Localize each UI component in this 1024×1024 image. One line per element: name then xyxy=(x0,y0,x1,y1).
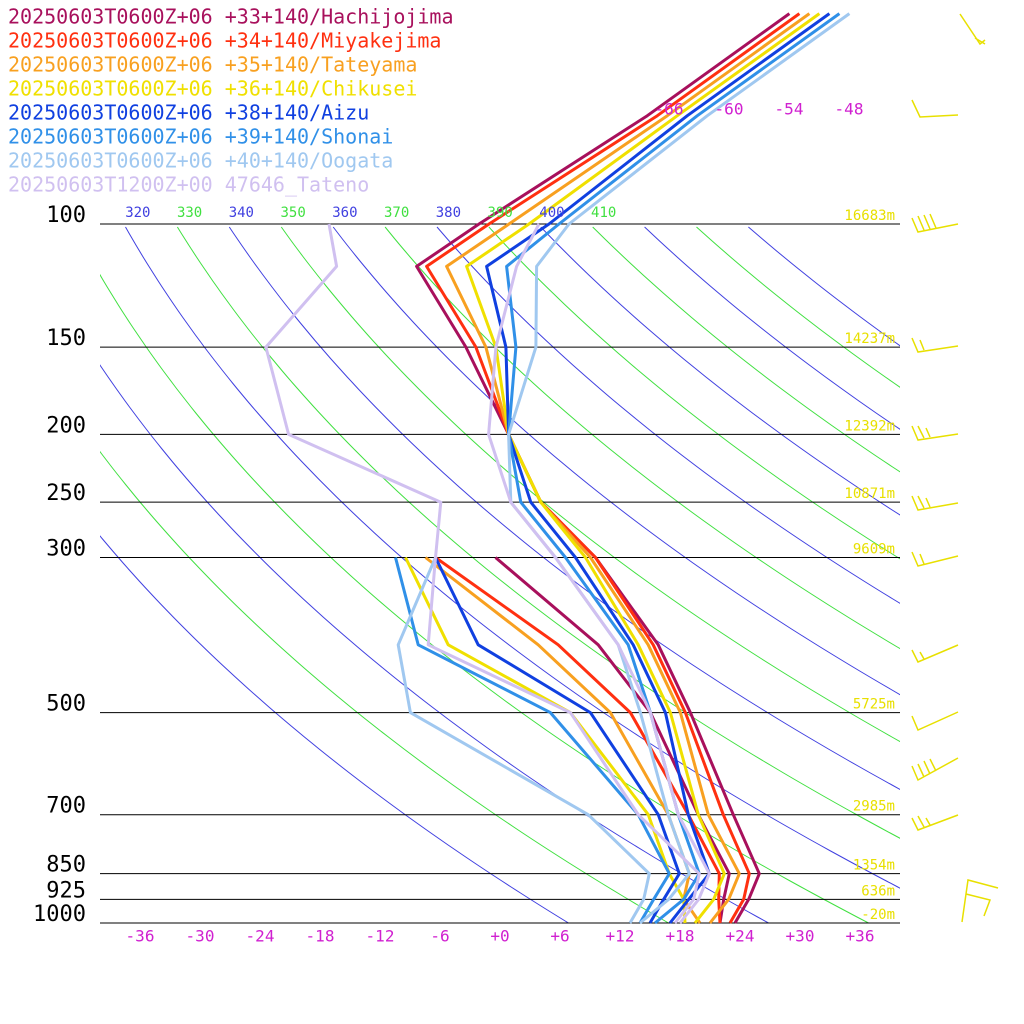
height-label: 636m xyxy=(861,883,895,899)
theta-label: 380 xyxy=(436,205,461,221)
pressure-label: 200 xyxy=(46,413,86,438)
wind-barb xyxy=(911,99,959,118)
legend-entry: 20250603T0600Z+06 +33+140/Hachijojima xyxy=(8,5,454,29)
pressure-label: 1000 xyxy=(33,902,86,927)
height-label: 9609m xyxy=(853,542,895,558)
legend-entry: 20250603T0600Z+06 +40+140/Oogata xyxy=(8,149,393,173)
isotherm-label: -60 xyxy=(715,100,744,119)
theta-label: 400 xyxy=(539,205,564,221)
dry-adiabat xyxy=(592,226,900,473)
wind-barb xyxy=(911,711,959,731)
height-label: 14237m xyxy=(844,331,895,347)
dry-adiabat xyxy=(540,226,900,516)
dry-adiabat xyxy=(125,226,900,889)
height-label: 12392m xyxy=(844,418,895,434)
x-tick-label: +36 xyxy=(846,927,875,946)
pressure-label: 925 xyxy=(46,878,86,903)
temperature-profile xyxy=(425,12,801,924)
dry-adiabat xyxy=(748,226,900,347)
theta-label: 330 xyxy=(177,205,202,221)
dewpoint-profile xyxy=(396,556,651,924)
pressure-label: 700 xyxy=(46,794,86,819)
legend-entry: 20250603T0600Z+06 +38+140/Aizu xyxy=(8,101,369,125)
x-tick-label: -36 xyxy=(126,927,155,946)
wind-barb xyxy=(911,551,959,567)
isotherm-label: -66 xyxy=(655,100,684,119)
dry-adiabat xyxy=(436,226,900,604)
x-tick-label: -6 xyxy=(430,927,449,946)
dry-adiabat xyxy=(384,226,900,650)
height-label: -20m xyxy=(861,907,895,923)
dry-adiabat xyxy=(100,450,669,923)
x-tick-label: -30 xyxy=(186,927,215,946)
pressure-label: 850 xyxy=(46,853,86,878)
dry-adiabat xyxy=(332,226,900,696)
legend-entry: 20250603T0600Z+06 +34+140/Miyakejima xyxy=(8,29,441,53)
isotherm-label: -48 xyxy=(835,100,864,119)
x-tick-label: -18 xyxy=(306,927,335,946)
wind-barb xyxy=(911,425,959,441)
theta-label: 320 xyxy=(125,205,150,221)
pressure-label: 500 xyxy=(46,692,86,717)
x-tick-label: -24 xyxy=(246,927,275,946)
temperature-profile xyxy=(487,223,711,924)
temperature-profile xyxy=(465,12,821,924)
wind-barb xyxy=(959,13,986,46)
theta-label: 340 xyxy=(229,205,254,221)
dry-adiabat xyxy=(696,226,900,388)
dry-adiabat xyxy=(280,226,900,743)
theta-label: 370 xyxy=(384,205,409,221)
dry-adiabat xyxy=(176,226,900,839)
wind-barbs xyxy=(911,13,999,923)
wind-barb xyxy=(911,495,959,511)
height-label: 5725m xyxy=(853,697,895,713)
dry-adiabat xyxy=(228,226,900,790)
x-tick-label: +18 xyxy=(666,927,695,946)
temperature-profile xyxy=(445,12,811,924)
x-tick-label: +24 xyxy=(726,927,755,946)
theta-label: 350 xyxy=(280,205,305,221)
height-label: 2985m xyxy=(853,799,895,815)
dry-adiabat xyxy=(644,226,900,430)
theta-label: 390 xyxy=(488,205,513,221)
dewpoint-profile xyxy=(264,223,701,924)
temperature-profile xyxy=(507,12,851,925)
wind-barb xyxy=(911,337,959,353)
pressure-label: 250 xyxy=(46,481,86,506)
pressure-label: 150 xyxy=(46,326,86,351)
height-label: 16683m xyxy=(844,208,895,224)
x-tick-label: +12 xyxy=(606,927,635,946)
x-tick-label: +30 xyxy=(786,927,815,946)
theta-label: 360 xyxy=(332,205,357,221)
wind-barb xyxy=(961,879,999,923)
height-label: 10871m xyxy=(844,486,895,502)
temperature-profile xyxy=(505,12,841,925)
wind-barb xyxy=(911,644,959,663)
legend-entry: 20250603T1200Z+00 47646_Tateno xyxy=(8,173,369,197)
isotherm-label: -54 xyxy=(775,100,804,119)
x-tick-label: +6 xyxy=(550,927,569,946)
height-label: 1354m xyxy=(853,858,895,874)
legend-entry: 20250603T0600Z+06 +35+140/Tateyama xyxy=(8,53,417,77)
dry-adiabat xyxy=(100,535,569,923)
x-tick-label: -12 xyxy=(366,927,395,946)
pressure-label: 100 xyxy=(46,203,86,228)
wind-barb xyxy=(911,213,959,233)
legend-entry: 20250603T0600Z+06 +39+140/Shonai xyxy=(8,125,393,149)
dewpoint-profile xyxy=(434,556,681,924)
wind-barb xyxy=(911,757,959,782)
wind-barb xyxy=(911,814,959,831)
x-tick-label: +0 xyxy=(490,927,509,946)
legend-entry: 20250603T0600Z+06 +36+140/Chikusei xyxy=(8,77,417,101)
pressure-label: 300 xyxy=(46,537,86,562)
dry-adiabat xyxy=(488,226,900,560)
theta-label: 410 xyxy=(591,205,616,221)
